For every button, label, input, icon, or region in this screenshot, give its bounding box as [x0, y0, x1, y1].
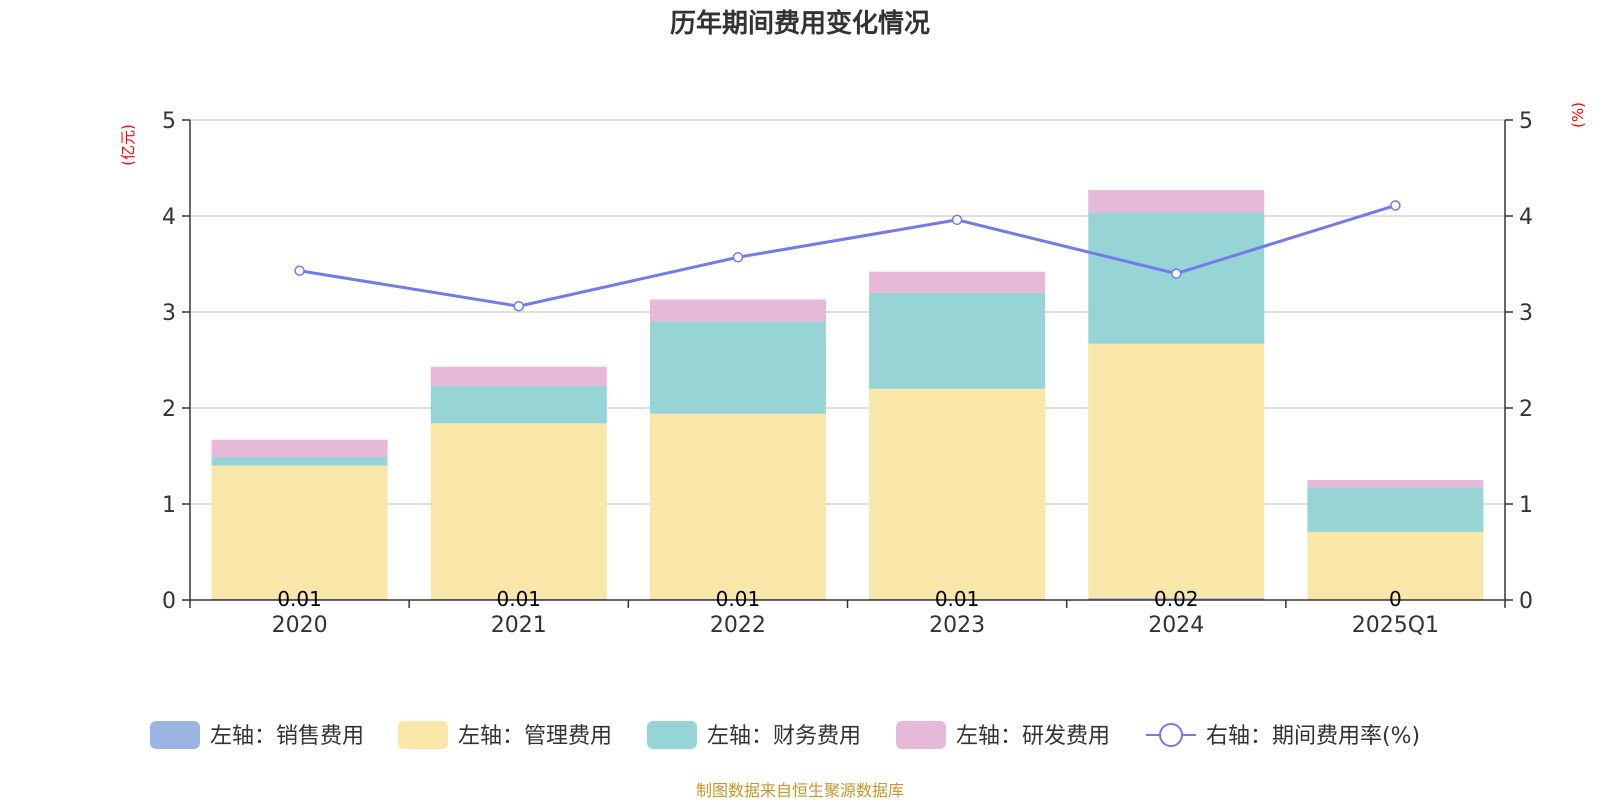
bar-segment: [1307, 480, 1484, 488]
legend-label: 左轴：销售费用: [210, 724, 364, 749]
axes: 0 1 2 3 4 5 0 1 2 3 4 5 2020 2021 2022 2023 2024 2025Q1: [162, 109, 1533, 638]
rate-point: [951, 214, 963, 226]
rate-point: [513, 300, 524, 312]
data-label: 0.01: [277, 587, 322, 611]
bar-segment: [211, 439, 388, 457]
data-labels: 0.01 0.01 0.01 0.01 0.02 0: [277, 587, 1401, 611]
legend-label: 左轴：财务费用: [707, 724, 861, 749]
left-axis-unit: (亿元): [119, 124, 137, 166]
left-axis-tick-label: 4: [162, 205, 176, 230]
x-axis-tick-label: 2021: [491, 613, 547, 638]
legend-label: 左轴：管理费用: [458, 724, 612, 749]
gridlines: [190, 119, 1505, 505]
bar-segment: [1088, 598, 1265, 600]
right-axis-unit: (%): [1569, 102, 1587, 128]
bar-segment: [1307, 487, 1484, 532]
data-label: 0.01: [496, 587, 541, 611]
bar-segment: [1088, 343, 1265, 599]
legend-item: 左轴：财务费用: [647, 721, 861, 749]
right-axis-tick-label: 1: [1519, 493, 1533, 518]
x-axis-tick-label: 2025Q1: [1352, 613, 1439, 638]
bar-segment: [869, 271, 1046, 293]
left-axis-tick-label: 3: [162, 301, 176, 326]
bar-segment: [211, 465, 388, 600]
right-axis-tick-label: 5: [1519, 109, 1533, 134]
source-note: 制图数据来自恒生聚源数据库: [696, 781, 904, 800]
left-axis-tick-label: 5: [162, 109, 176, 134]
right-axis-tick-label: 2: [1519, 397, 1533, 422]
legend-item: 左轴：销售费用: [150, 721, 364, 749]
bar-segment: [649, 321, 826, 414]
bar-segment: [1307, 531, 1484, 600]
rate-point: [1171, 268, 1182, 279]
right-axis-tick-label: 3: [1519, 301, 1533, 326]
right-axis-tick-label: 4: [1519, 205, 1533, 230]
bar-segment: [649, 413, 826, 600]
bar-segment: [430, 366, 607, 386]
left-axis-tick-label: 1: [162, 493, 176, 518]
line-series: [294, 200, 1401, 312]
rate-point: [732, 252, 744, 263]
legend-item: 左轴：管理费用: [398, 721, 612, 749]
legend-item: 左轴：研发费用: [896, 721, 1110, 749]
left-axis-tick-label: 2: [162, 397, 176, 422]
rate-point: [1390, 200, 1401, 211]
x-axis-tick-label: 2023: [929, 613, 985, 638]
bar-segment: [869, 292, 1046, 389]
bar-segment: [1088, 190, 1265, 213]
data-label: 0.01: [935, 587, 980, 611]
legend-item: 右轴：期间费用率(%): [1146, 723, 1420, 749]
left-axis-tick-label: 0: [162, 589, 176, 614]
bar-segment: [430, 385, 607, 424]
legend-swatch: [150, 721, 200, 749]
right-axis-tick-label: 0: [1519, 589, 1533, 614]
legend-swatch: [896, 721, 946, 749]
data-label: 0: [1389, 587, 1402, 611]
rate-line: [299, 204, 1396, 308]
chart-title: 历年期间费用变化情况: [670, 8, 930, 39]
rate-point: [294, 265, 305, 276]
data-label: 0.02: [1154, 587, 1199, 611]
legend-label: 右轴：期间费用率(%): [1206, 724, 1420, 749]
x-axis-tick-label: 2020: [272, 613, 328, 638]
x-axis-tick-label: 2022: [710, 613, 766, 638]
legend-label: 左轴：研发费用: [956, 724, 1110, 749]
bar-segment: [649, 299, 826, 322]
legend: 左轴：销售费用 左轴：管理费用 左轴：财务费用 左轴：研发费用 右轴：期间费用率(%): [150, 721, 1420, 749]
x-axis-tick-label: 2024: [1148, 613, 1204, 638]
legend-swatch: [647, 721, 697, 749]
bar-segment: [430, 423, 607, 600]
data-label: 0.01: [716, 587, 761, 611]
legend-marker: [1159, 723, 1183, 747]
legend-swatch: [398, 721, 448, 749]
bar-segment: [869, 388, 1046, 600]
bar-segment: [211, 456, 388, 466]
bar-series: [211, 190, 1484, 600]
